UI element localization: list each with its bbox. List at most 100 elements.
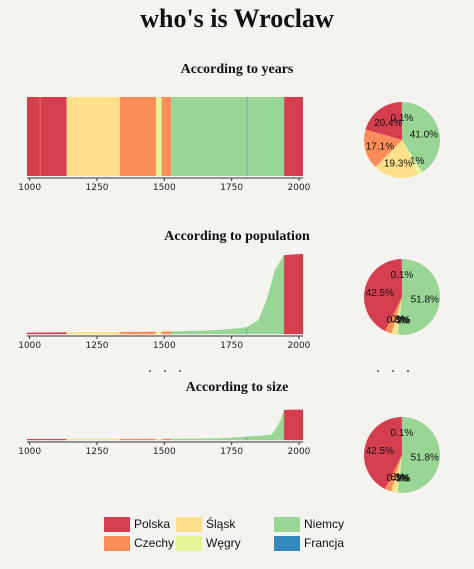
pie-slice-label: 0.8% (382, 472, 405, 483)
separator-dot (179, 370, 181, 372)
x-tick-label: 2000 (288, 341, 311, 351)
pie-slice-label: 0.1% (391, 113, 414, 124)
x-tick-label: 1750 (220, 183, 243, 193)
x-tick-label: 2000 (288, 447, 311, 457)
area-segment (161, 438, 166, 441)
area-segment (40, 438, 67, 441)
period-bar (155, 97, 162, 176)
pie-slice-label: 3.0% (382, 314, 405, 325)
area-segment (66, 331, 121, 335)
pie-slice-label: 0.3% (387, 473, 410, 484)
pie-slice-label: 51.8% (411, 452, 439, 463)
period-bar (119, 97, 156, 176)
x-tick-label: 1250 (86, 341, 109, 351)
pie-slice (384, 297, 402, 334)
pie-slice-label: 20.4% (374, 118, 402, 129)
period-bar (27, 97, 40, 176)
pie-slice (375, 140, 418, 178)
area-segment (171, 436, 247, 441)
x-tick-label: 1750 (220, 447, 243, 457)
pie-slice (402, 140, 423, 175)
pie-slice-label: 51.8% (411, 294, 439, 305)
page-title: who's is Wroclaw (140, 4, 334, 33)
pie-slice (402, 102, 440, 173)
pie-slice-label: 17.1% (366, 142, 394, 153)
period-bar (284, 97, 303, 176)
legend-label: Śląsk (206, 517, 236, 531)
period-bar (246, 97, 248, 176)
pie-slice-label: 19.3% (384, 158, 412, 169)
legend-swatch (176, 535, 202, 551)
legend-label: Niemcy (304, 517, 345, 531)
pie-slice (364, 259, 402, 331)
legend-label: Francja (304, 536, 345, 550)
legend-swatch (274, 535, 300, 551)
area-segment (66, 438, 121, 441)
separator-dot (164, 370, 166, 372)
legend-label: Węgry (206, 536, 241, 550)
pie-slice-label: 41.0% (410, 130, 438, 141)
legend-swatch (274, 516, 300, 532)
area-segment (171, 327, 247, 335)
pie-slice (396, 455, 402, 493)
pie-slice (390, 455, 402, 493)
area-segment (247, 254, 285, 335)
population-section-title: According to population (164, 229, 310, 244)
size-section-title: According to size (185, 380, 289, 395)
pie-slice-label: 0.3% (387, 315, 410, 326)
x-tick-label: 1500 (153, 341, 176, 351)
pie-slice-label: 42.5% (366, 446, 394, 457)
x-tick-label: 2000 (288, 183, 311, 193)
area-segment (155, 331, 162, 335)
pie-slice (397, 417, 440, 493)
x-tick-label: 1500 (153, 183, 176, 193)
legend-item: Węgry (176, 535, 241, 551)
period-bar (39, 97, 41, 176)
legend-swatch (104, 516, 130, 532)
pie-slice-label: 0.8% (388, 474, 411, 485)
separator-dot (149, 370, 151, 372)
pie-slice (384, 455, 402, 492)
area-segment (164, 331, 172, 335)
area-segment (26, 439, 41, 441)
legend-item: Czechy (104, 535, 174, 551)
area-segment (119, 438, 157, 441)
x-tick-label: 1750 (220, 341, 243, 351)
period-bar (161, 97, 165, 176)
pie-slice-label: 0.3% (388, 316, 411, 327)
period-bar (171, 97, 247, 176)
area-segment (164, 438, 172, 441)
legend-item: Niemcy (274, 516, 344, 532)
area-segment (26, 332, 41, 335)
area-segment (119, 331, 157, 335)
legend-item: Śląsk (176, 516, 235, 532)
pie-slice-label: 42.5% (366, 288, 394, 299)
pie-slice (364, 129, 402, 168)
period-bar (40, 97, 67, 176)
legend-label: Czechy (134, 536, 175, 550)
x-tick-label: 1250 (86, 447, 109, 457)
separator-dot (377, 370, 379, 372)
separator-dot (392, 370, 394, 372)
period-bar (66, 97, 120, 176)
years-section-title: According to years (180, 62, 294, 77)
period-bar (164, 97, 172, 176)
area-segment (155, 438, 162, 441)
pie-slice-label: 2.1% (402, 156, 425, 167)
area-segment (247, 409, 285, 441)
x-tick-label: 1250 (86, 183, 109, 193)
x-tick-label: 1000 (18, 341, 41, 351)
pie-slice (397, 259, 441, 336)
area-segment (40, 332, 67, 335)
separator-dot (407, 370, 409, 372)
pie-slice-label: 2.4% (386, 315, 409, 326)
legend-item: Francja (274, 535, 344, 551)
x-tick-label: 1000 (18, 183, 41, 193)
pie-slice (397, 297, 402, 335)
area-segment (284, 409, 304, 441)
legend-swatch (104, 535, 130, 551)
pie-slice (365, 102, 402, 140)
legend-label: Polska (134, 517, 171, 531)
area-segment (284, 253, 304, 335)
